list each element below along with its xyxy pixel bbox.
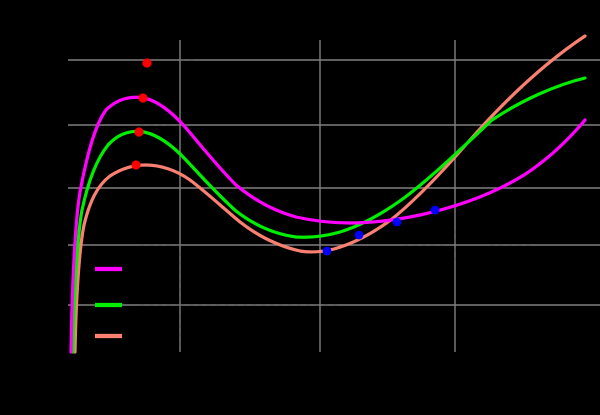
marker-red-isolated[interactable] — [142, 58, 152, 68]
maxima-markers[interactable] — [131, 58, 152, 170]
series-line-salmon[interactable] — [73, 34, 587, 354]
marker-blue-salmon-min[interactable] — [322, 246, 332, 256]
minima-markers[interactable] — [322, 205, 440, 256]
series-line-magenta[interactable] — [69, 95, 587, 354]
minor-gridline-fragments — [140, 59, 530, 352]
marker-red-green-peak[interactable] — [134, 127, 144, 137]
legend[interactable] — [95, 266, 122, 339]
marker-red-magenta-peak[interactable] — [138, 93, 148, 103]
marker-blue-crossing[interactable] — [430, 205, 440, 215]
horizontal-gridlines — [68, 59, 600, 306]
marker-blue-magenta-min[interactable] — [392, 217, 402, 227]
marker-blue-green-min[interactable] — [354, 230, 364, 240]
series-line-green[interactable] — [71, 76, 587, 354]
marker-red-salmon-peak[interactable] — [131, 160, 141, 170]
